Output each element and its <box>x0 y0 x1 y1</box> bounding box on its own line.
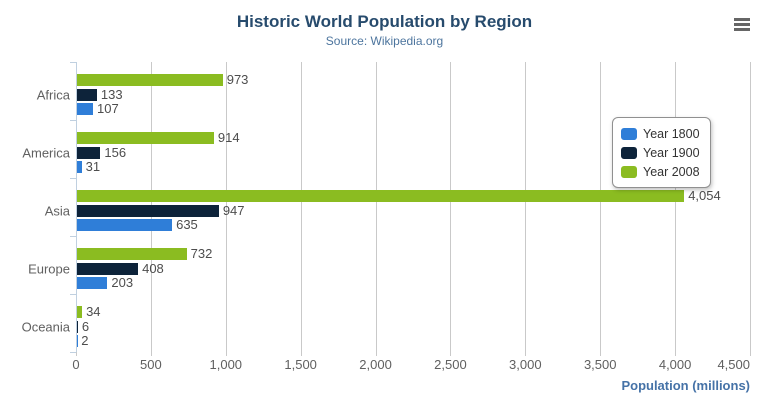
category-label-africa: Africa <box>36 87 70 103</box>
data-label: 947 <box>222 202 245 218</box>
category-axis-tick <box>70 120 76 121</box>
data-label: 973 <box>226 72 249 87</box>
data-label: 4,054 <box>688 188 721 203</box>
data-label: 133 <box>100 86 123 102</box>
category-axis-tick <box>70 62 76 63</box>
chart-title: Historic World Population by Region <box>236 12 533 31</box>
category-label-asia: Asia <box>44 203 70 219</box>
category-label-europe: Europe <box>28 261 70 277</box>
bar-europe-year-1800[interactable] <box>77 277 108 289</box>
bar-africa-year-1900[interactable] <box>77 88 97 101</box>
chart-context-menu-button[interactable] <box>731 14 753 34</box>
bar-oceania-year-1900[interactable] <box>77 320 78 333</box>
data-label: 34 <box>86 304 101 319</box>
gridline <box>525 62 527 352</box>
data-label: 408 <box>142 260 164 276</box>
bar-europe-year-2008[interactable] <box>77 248 187 260</box>
bar-oceania-year-2008[interactable] <box>77 306 83 318</box>
bar-america-year-2008[interactable] <box>77 132 214 144</box>
data-label: 732 <box>190 246 213 261</box>
category-axis-line <box>76 62 77 352</box>
bar-asia-year-2008[interactable] <box>77 190 685 202</box>
category-axis-tick <box>70 294 76 295</box>
axis-tick <box>675 352 677 356</box>
legend-item-year-1900[interactable]: Year 1900 <box>621 143 700 162</box>
axis-tick <box>525 352 527 356</box>
gridline <box>750 62 751 352</box>
legend-swatch-icon <box>621 146 637 159</box>
axis-tick <box>375 352 377 356</box>
gridline <box>375 62 377 352</box>
bar-africa-year-1800[interactable] <box>77 103 94 115</box>
bar-asia-year-1800[interactable] <box>77 219 173 231</box>
legend-swatch-icon <box>621 165 637 178</box>
category-axis-tick <box>70 236 76 237</box>
hamburger-icon <box>734 17 750 21</box>
data-label: 203 <box>111 275 134 290</box>
hamburger-icon <box>734 27 750 31</box>
bar-america-year-1800[interactable] <box>77 161 82 173</box>
axis-tick <box>150 352 152 356</box>
category-label-oceania: Oceania <box>21 319 70 335</box>
axis-tick <box>225 352 227 356</box>
axis-tick <box>750 352 751 356</box>
chart-subtitle: Source: Wikipedia.org <box>325 34 444 48</box>
x-axis-tick-label: 2,500 <box>434 357 467 372</box>
data-label: 6 <box>81 318 90 334</box>
bar-africa-year-2008[interactable] <box>77 74 223 86</box>
plot-area: 973 133 107 914 156 31 4,054 947 635 732 408 203 34 6… <box>70 62 751 356</box>
data-label: 31 <box>85 159 101 174</box>
axis-tick <box>450 352 452 356</box>
data-label: 914 <box>217 130 240 145</box>
gridline <box>675 62 677 352</box>
x-axis-tick-label: 0 <box>72 357 80 372</box>
axis-tick <box>600 352 602 356</box>
axis-tick <box>300 352 302 356</box>
gridline <box>450 62 452 352</box>
legend-swatch-icon <box>621 127 637 140</box>
bar-group-oceania: 34 6 2 <box>76 294 750 352</box>
x-axis-tick-label: 3,000 <box>509 357 542 372</box>
bar-group-asia: 4,054 947 635 <box>76 178 750 236</box>
x-axis-title: Population (millions) <box>621 378 750 393</box>
data-label: 635 <box>176 217 198 232</box>
x-axis-tick-label: 3,500 <box>583 357 617 372</box>
x-axis-tick-label: 1,000 <box>209 357 243 372</box>
category-axis-tick <box>70 352 76 353</box>
bar-group-africa: 973 133 107 <box>76 62 750 120</box>
bar-group-europe: 732 408 203 <box>76 236 750 294</box>
x-axis-tick-label: 2,000 <box>359 357 392 372</box>
legend-label: Year 2008 <box>643 164 700 179</box>
data-label: 107 <box>97 101 119 116</box>
x-axis-tick-label: 1,500 <box>284 357 317 372</box>
category-label-america: America <box>22 145 70 161</box>
legend: Year 1800 Year 1900 Year 2008 <box>612 117 711 188</box>
axis-tick <box>76 352 77 356</box>
hamburger-icon <box>734 22 750 26</box>
bar-america-year-1900[interactable] <box>77 146 101 159</box>
bar-asia-year-1900[interactable] <box>77 204 219 217</box>
x-axis-tick-label: 500 <box>140 357 162 372</box>
data-label: 2 <box>81 333 89 348</box>
legend-item-year-2008[interactable]: Year 2008 <box>621 162 700 181</box>
bar-europe-year-1900[interactable] <box>77 262 139 275</box>
gridline <box>600 62 602 352</box>
legend-item-year-1800[interactable]: Year 1800 <box>621 124 700 143</box>
bar-group-america: 914 156 31 <box>76 120 750 178</box>
x-axis-tick-label: 4,500 <box>717 357 750 372</box>
data-label: 156 <box>104 144 127 160</box>
category-axis-tick <box>70 178 76 179</box>
gridline <box>225 62 227 352</box>
gridline <box>300 62 302 352</box>
legend-label: Year 1800 <box>643 126 700 141</box>
legend-label: Year 1900 <box>643 145 700 160</box>
x-axis-tick-label: 4,000 <box>658 357 692 372</box>
